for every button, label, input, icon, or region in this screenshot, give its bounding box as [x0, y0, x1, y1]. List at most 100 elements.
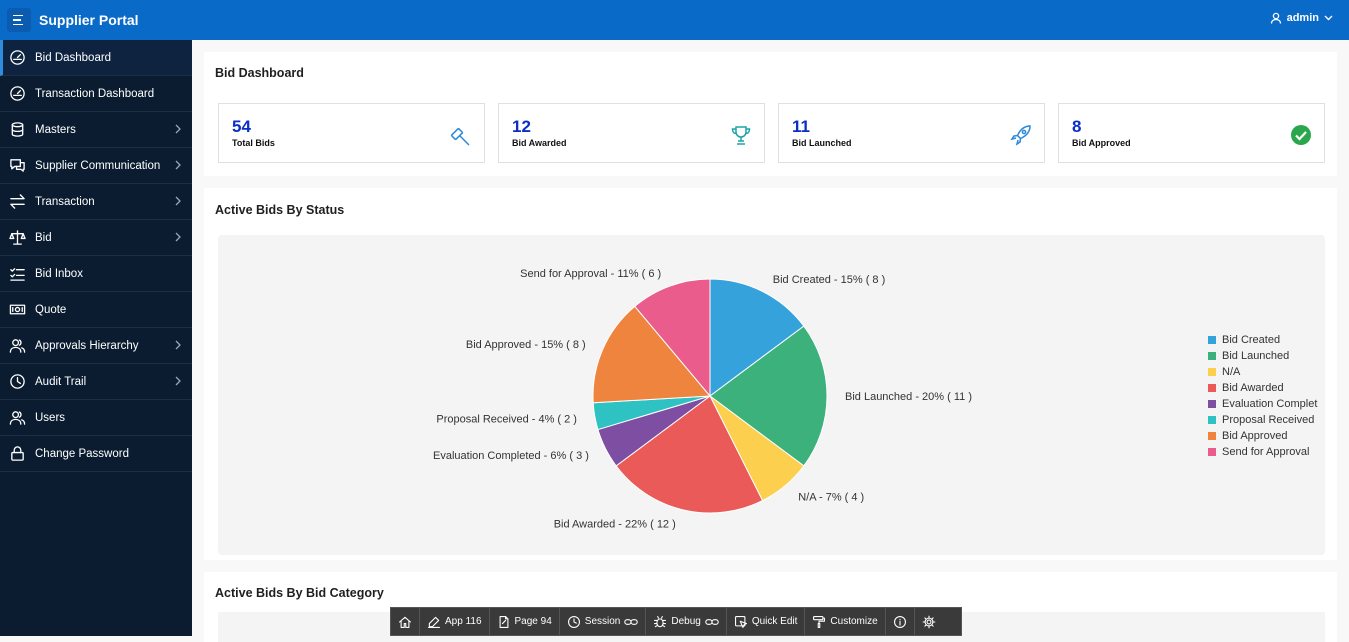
legend-item[interactable]: Evaluation Complet: [1208, 396, 1317, 412]
gauge-icon-wrap: [8, 85, 26, 103]
trophy-icon[interactable]: [730, 124, 752, 146]
sidebar-item-change-password[interactable]: Change Password: [0, 436, 192, 472]
chevron-right-icon: [175, 232, 181, 242]
gear-icon: [922, 615, 936, 628]
stat-card-bid-launched[interactable]: 11 Bid Launched: [778, 103, 1045, 163]
check-circle-icon[interactable]: [1290, 124, 1312, 146]
legend-swatch: [1208, 432, 1216, 440]
legend-item[interactable]: Bid Awarded: [1208, 380, 1317, 396]
legend-label: Bid Launched: [1222, 350, 1290, 362]
sidebar-nav: Bid Dashboard Transaction Dashboard Master…: [0, 40, 192, 636]
link-icon: [705, 618, 719, 625]
sidebar-item-audit-trail[interactable]: Audit Trail: [0, 364, 192, 400]
legend-swatch: [1208, 336, 1216, 344]
sidebar-item-quote[interactable]: Quote: [0, 292, 192, 328]
bid-dashboard-panel: Bid Dashboard 54 Total Bids 12 Bid Award…: [204, 52, 1337, 176]
pie-label: Evaluation Completed - 6% ( 3 ): [433, 450, 589, 462]
transfer-icon: [9, 194, 25, 209]
devbar-label: Debug: [671, 616, 701, 627]
legend-swatch: [1208, 368, 1216, 376]
devbar-debug-button[interactable]: Debug: [646, 608, 727, 635]
top-bar: Supplier Portal admin: [0, 0, 1349, 40]
pie-slice-bid-launched[interactable]: [709, 325, 828, 467]
database-icon: [11, 122, 23, 137]
stat-card-bid-approved[interactable]: 8 Bid Approved: [1058, 103, 1325, 163]
pie-slice-bid-approved[interactable]: [592, 305, 712, 404]
checklist-icon: [9, 268, 25, 281]
devbar-session-button[interactable]: Session: [560, 608, 647, 635]
sidebar-item-bid-inbox[interactable]: Bid Inbox: [0, 256, 192, 292]
devbar-quick-edit-button[interactable]: Quick Edit: [727, 608, 806, 635]
stat-card-total-bids[interactable]: 54 Total Bids: [218, 103, 485, 163]
scale-icon: [8, 230, 26, 245]
pie-label: Bid Awarded - 22% ( 12 ): [554, 518, 676, 530]
sidebar-item-label: Masters: [35, 123, 76, 136]
chevron-right-icon: [175, 160, 181, 170]
gavel-icon[interactable]: [450, 124, 472, 146]
legend-label: N/A: [1222, 366, 1241, 378]
chevron-right-icon: [175, 376, 181, 386]
app-title[interactable]: Supplier Portal: [39, 12, 139, 28]
checklist-icon-wrap: [8, 265, 26, 283]
devbar-app-116-button[interactable]: App 116: [420, 608, 490, 635]
money-icon-wrap: [8, 301, 26, 319]
sidebar-item-approvals-hierarchy[interactable]: Approvals Hierarchy: [0, 328, 192, 364]
page-edit-icon: [499, 615, 508, 628]
sidebar-item-transaction-dashboard[interactable]: Transaction Dashboard: [0, 76, 192, 112]
sidebar-item-label: Bid: [35, 231, 52, 244]
legend-label: Bid Approved: [1222, 430, 1288, 442]
legend-item[interactable]: Send for Approval: [1208, 444, 1317, 460]
sidebar-item-supplier-communication[interactable]: Supplier Communication: [0, 148, 192, 184]
sidebar-item-masters[interactable]: Masters: [0, 112, 192, 148]
devbar-label: Customize: [830, 616, 878, 627]
legend-swatch: [1208, 400, 1216, 408]
menu-toggle-button[interactable]: [7, 8, 31, 32]
pie-label: Bid Launched - 20% ( 11 ): [845, 391, 972, 403]
rocket-icon[interactable]: [1010, 124, 1032, 146]
legend-item[interactable]: Proposal Received: [1208, 412, 1317, 428]
sidebar-item-bid-dashboard[interactable]: Bid Dashboard: [0, 40, 192, 76]
devbar-customize-button[interactable]: Customize: [805, 608, 886, 635]
devbar-label: Quick Edit: [751, 616, 798, 627]
home-icon: [399, 616, 411, 628]
info-icon: [893, 615, 906, 628]
sidebar-item-transaction[interactable]: Transaction: [0, 184, 192, 220]
history-icon: [9, 374, 25, 389]
legend-item[interactable]: Bid Created: [1208, 332, 1317, 348]
developer-toolbar: App 116 Page 94 Session Debug Quick Edit Cust…: [390, 607, 962, 636]
link-icon: [624, 618, 639, 625]
user-menu[interactable]: admin: [1270, 12, 1333, 24]
devbar-label: Page 94: [514, 616, 552, 627]
history-icon-wrap: [8, 373, 26, 391]
cursor-icon: [734, 615, 747, 628]
sidebar-item-bid[interactable]: Bid: [0, 220, 192, 256]
clock-icon: [567, 615, 580, 628]
stat-label: Bid Approved: [1072, 138, 1131, 148]
chevron-right-icon: [175, 196, 181, 206]
pie-slice-send-for-approval[interactable]: [634, 278, 711, 398]
devbar-home-button[interactable]: [391, 608, 420, 635]
devbar-page-94-button[interactable]: Page 94: [490, 608, 560, 635]
gauge-icon-wrap: [8, 49, 26, 67]
pie-label: Send for Approval - 11% ( 6 ): [520, 268, 661, 280]
devbar-gear-button[interactable]: [915, 608, 943, 635]
user-icon: [1270, 12, 1281, 24]
legend-item[interactable]: Bid Launched: [1208, 348, 1317, 364]
legend-swatch: [1208, 448, 1216, 456]
stat-card-bid-awarded[interactable]: 12 Bid Awarded: [498, 103, 765, 163]
pie-label: N/A - 7% ( 4 ): [798, 491, 864, 503]
bug-icon: [654, 615, 667, 627]
transfer-icon-wrap: [8, 193, 26, 211]
lock-icon-wrap: [8, 445, 26, 463]
sidebar-item-users[interactable]: Users: [0, 400, 192, 436]
database-icon-wrap: [8, 121, 26, 139]
legend-item[interactable]: N/A: [1208, 364, 1317, 380]
pie-slice-bid-awarded[interactable]: [615, 395, 764, 514]
chart-legend: Bid Created Bid Launched N/A Bid Awarded Eva…: [1208, 332, 1317, 460]
devbar-info-button[interactable]: [886, 608, 915, 635]
edit-icon: [428, 616, 440, 628]
legend-item[interactable]: Bid Approved: [1208, 428, 1317, 444]
pie-slice-bid-created[interactable]: [709, 278, 805, 397]
sidebar-item-label: Approvals Hierarchy: [35, 339, 139, 352]
chevron-down-icon: [1324, 15, 1333, 21]
